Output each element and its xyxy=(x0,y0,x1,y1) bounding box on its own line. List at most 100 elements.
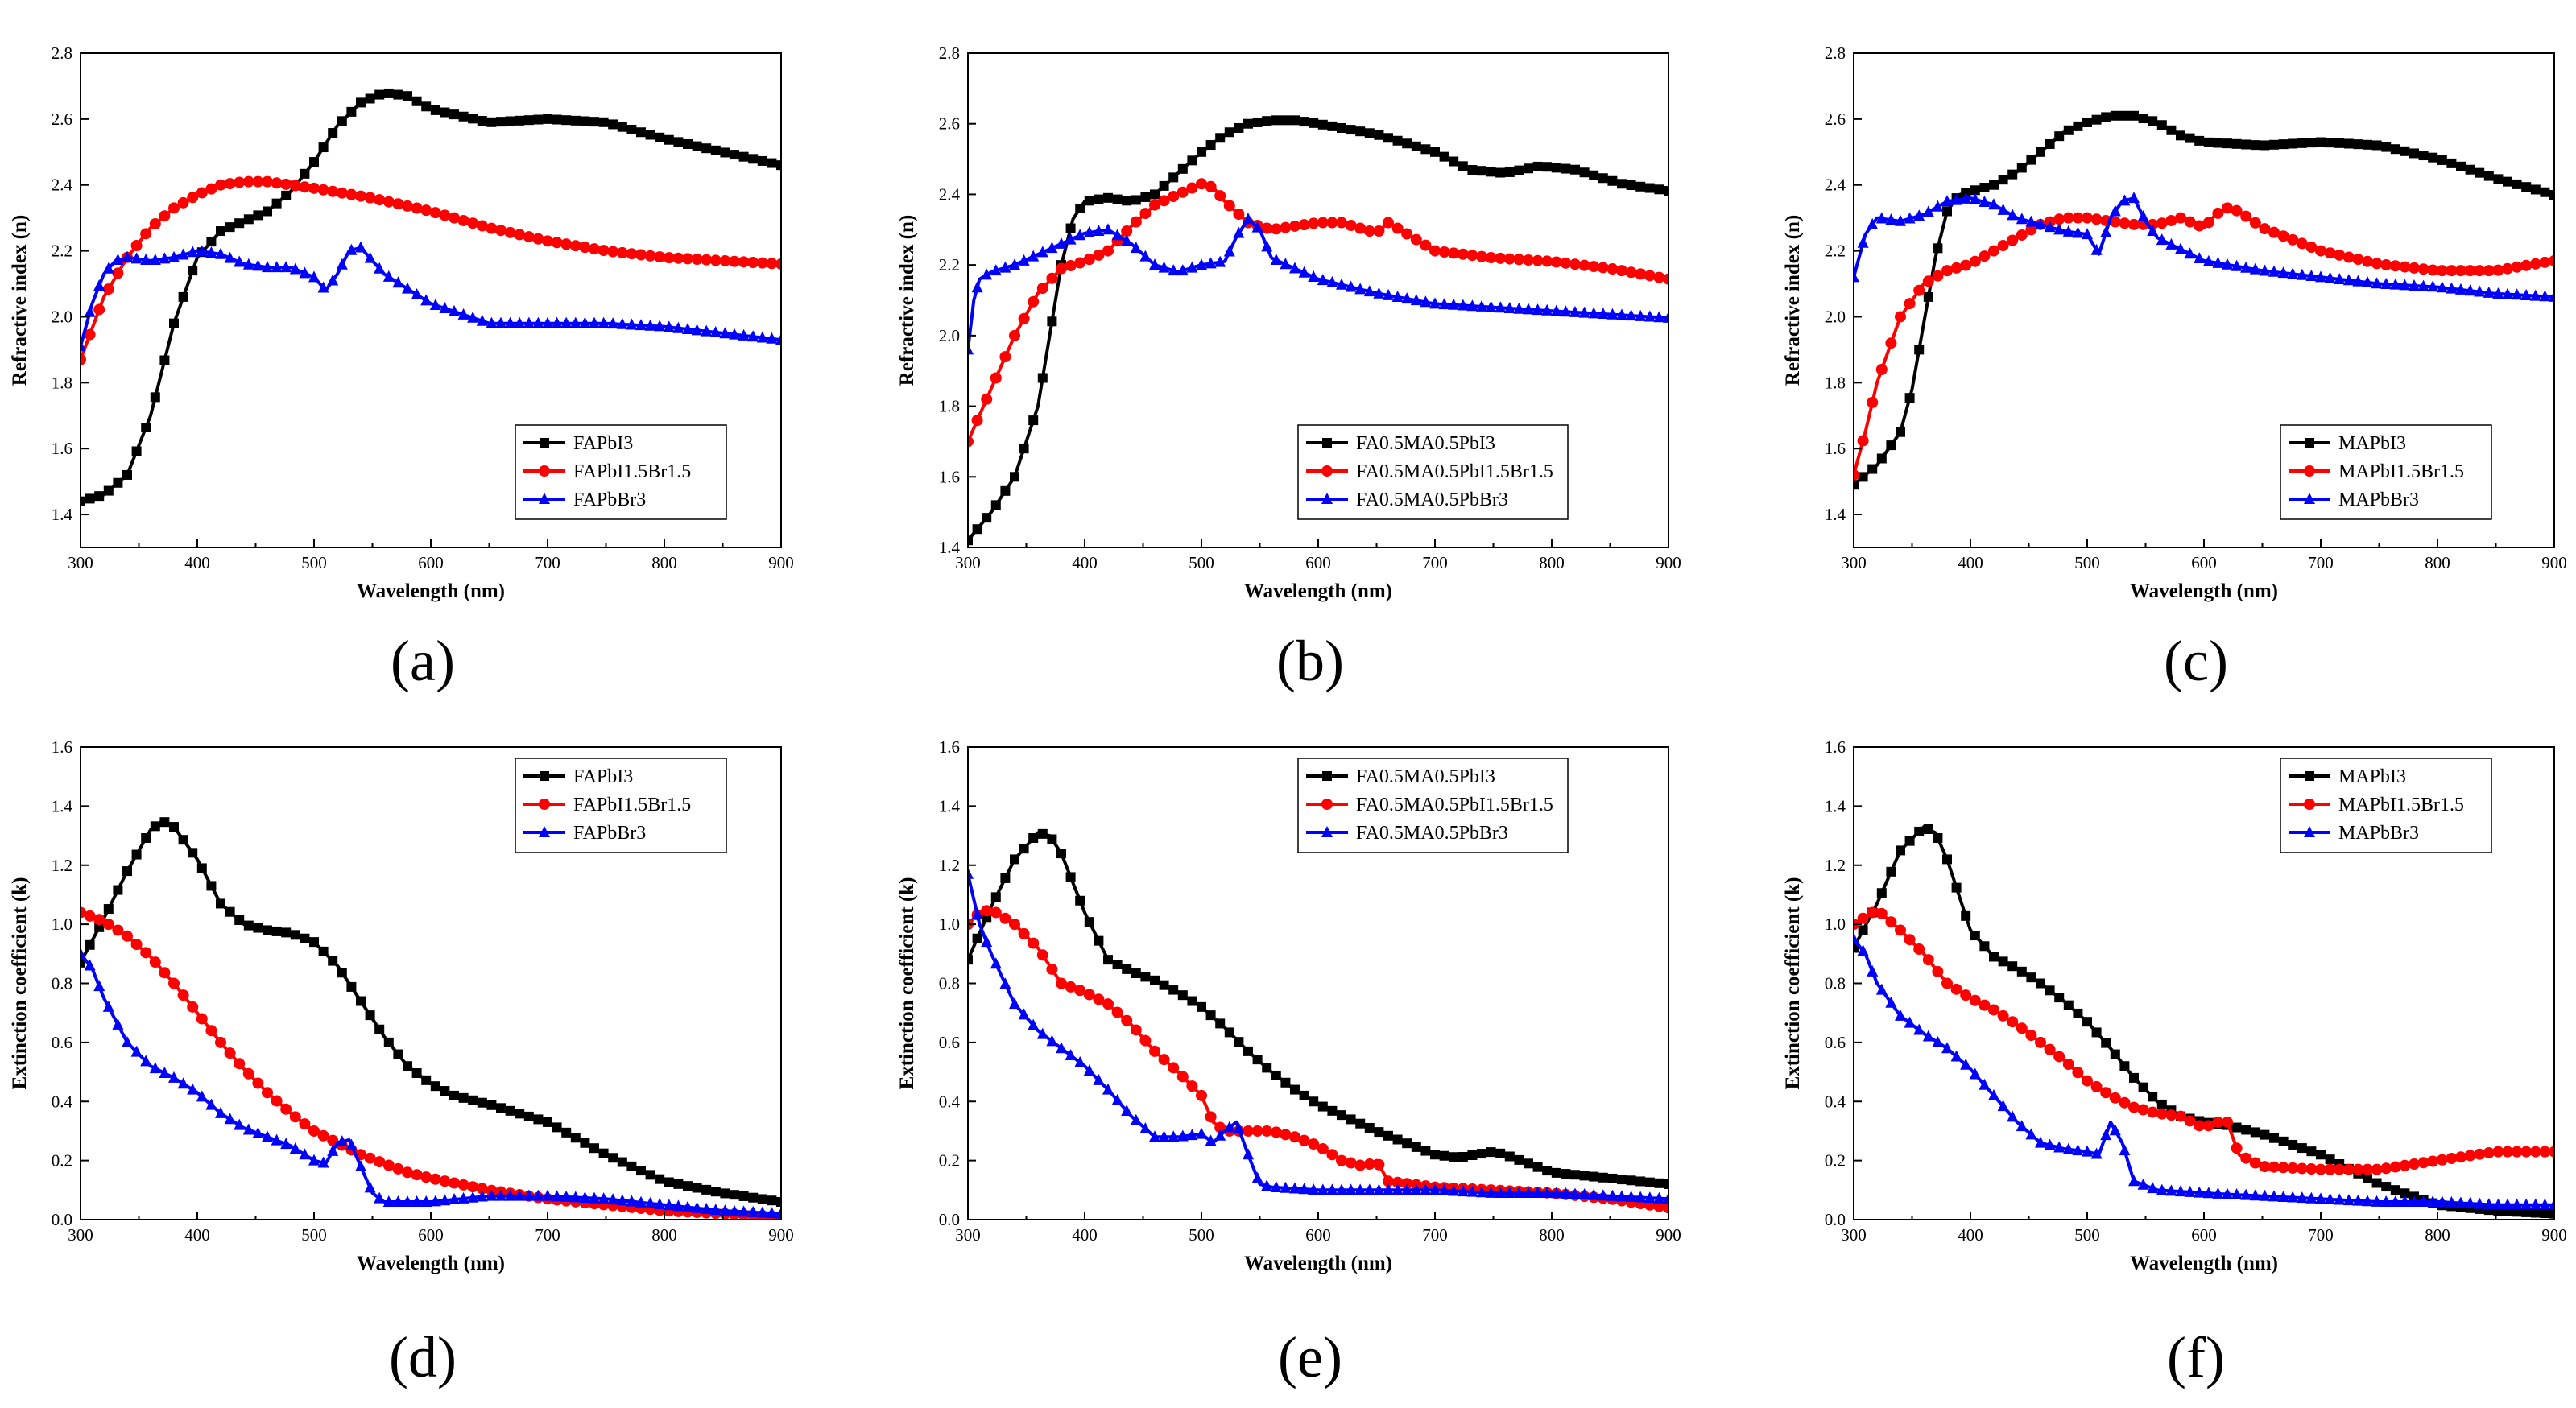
y-tick-label: 2.2 xyxy=(1825,242,1846,261)
y-tick-label: 2.4 xyxy=(52,175,73,195)
x-tick-label: 800 xyxy=(651,553,677,572)
data-point xyxy=(1158,261,1170,273)
data-point xyxy=(2342,274,2355,286)
data-point xyxy=(1280,258,1292,270)
data-point xyxy=(374,194,386,206)
data-point xyxy=(1514,1154,1524,1165)
data-point xyxy=(84,328,96,341)
data-point xyxy=(655,132,665,142)
data-point xyxy=(2269,1133,2279,1143)
data-point xyxy=(1373,1158,1385,1171)
data-point xyxy=(1854,480,1859,490)
data-point xyxy=(439,1194,451,1206)
x-tick-label: 600 xyxy=(2191,1225,2217,1245)
data-point xyxy=(2343,138,2354,149)
data-point xyxy=(1876,453,1887,464)
data-point xyxy=(523,1189,535,1201)
data-point xyxy=(1176,1129,1189,1142)
data-point xyxy=(1513,254,1525,266)
data-point xyxy=(2455,265,2466,277)
data-point xyxy=(345,1138,358,1150)
data-point xyxy=(1617,179,1627,189)
data-point xyxy=(2156,1099,2167,1109)
data-point xyxy=(81,957,85,968)
data-point xyxy=(1046,1034,1058,1047)
x-axis-label: Wavelength (nm) xyxy=(1244,1253,1392,1274)
data-point xyxy=(2240,210,2252,222)
data-point xyxy=(187,192,199,204)
data-point xyxy=(1914,826,1925,836)
data-point xyxy=(2362,255,2373,267)
data-point xyxy=(495,316,507,328)
data-point xyxy=(1523,1186,1534,1198)
data-point xyxy=(1233,208,1245,220)
data-point xyxy=(81,947,86,959)
data-point xyxy=(420,204,432,217)
data-point xyxy=(1589,170,1599,180)
data-point xyxy=(1625,1190,1637,1202)
data-point xyxy=(2100,1087,2112,1099)
data-point xyxy=(252,259,264,271)
data-point xyxy=(1056,237,1067,249)
data-point xyxy=(449,304,460,316)
data-point xyxy=(430,1081,440,1092)
data-point xyxy=(2035,1136,2046,1148)
x-tick-label: 900 xyxy=(768,553,794,572)
legend-entry: FA0.5MA0.5PbI3 xyxy=(1356,433,1495,454)
data-point xyxy=(1895,924,1906,936)
data-point xyxy=(113,477,123,488)
data-point xyxy=(2062,1059,2074,1071)
legend-entry: FA0.5MA0.5PbBr3 xyxy=(1356,489,1508,510)
data-point xyxy=(1317,274,1329,286)
data-point xyxy=(1374,1127,1384,1138)
data-point xyxy=(81,496,85,506)
panel-label: (b) xyxy=(1276,629,1344,693)
data-point xyxy=(1913,1023,1925,1035)
data-point xyxy=(2483,286,2495,298)
data-point xyxy=(598,1148,609,1158)
data-point xyxy=(439,209,451,221)
data-point xyxy=(1597,308,1609,320)
data-point xyxy=(1363,225,1375,237)
data-point xyxy=(327,185,339,197)
data-point xyxy=(1280,1181,1292,1193)
data-point xyxy=(85,939,95,950)
data-point xyxy=(551,237,563,249)
data-point xyxy=(1131,195,1141,205)
data-point xyxy=(252,1126,264,1138)
data-point xyxy=(81,353,86,365)
data-point xyxy=(1466,299,1478,312)
data-point xyxy=(1570,1170,1580,1180)
data-point xyxy=(2427,1195,2439,1207)
data-point xyxy=(2063,125,2074,135)
x-tick-label: 700 xyxy=(1422,1225,1448,1245)
data-point xyxy=(2390,1185,2400,1195)
data-point xyxy=(1663,311,1668,323)
data-point xyxy=(626,318,638,330)
data-point xyxy=(102,262,114,274)
x-tick-label: 400 xyxy=(1072,553,1098,572)
data-point xyxy=(289,180,301,192)
y-axis-label: Refractive index (n) xyxy=(9,215,31,386)
data-point xyxy=(1065,223,1076,233)
data-point xyxy=(2371,1178,2382,1188)
data-point xyxy=(112,254,124,266)
data-point xyxy=(2530,1208,2541,1218)
data-point xyxy=(1308,1138,1320,1150)
data-point xyxy=(224,1113,236,1125)
data-point xyxy=(617,122,627,132)
data-point xyxy=(2483,265,2495,277)
data-point xyxy=(2455,1151,2466,1163)
data-point xyxy=(1298,1183,1310,1195)
data-point xyxy=(2296,268,2308,280)
data-point xyxy=(1102,223,1114,235)
data-point xyxy=(2277,1190,2289,1202)
legend-marker xyxy=(540,438,549,448)
data-point xyxy=(2025,215,2037,227)
data-point xyxy=(1854,932,1859,944)
data-point xyxy=(1997,1100,2009,1112)
data-point xyxy=(1028,295,1040,308)
series-MAPbI1.5Br1.5 xyxy=(1854,202,2554,481)
legend-entry: MAPbI3 xyxy=(2338,433,2406,454)
legend-entry: FAPbBr3 xyxy=(573,489,646,510)
